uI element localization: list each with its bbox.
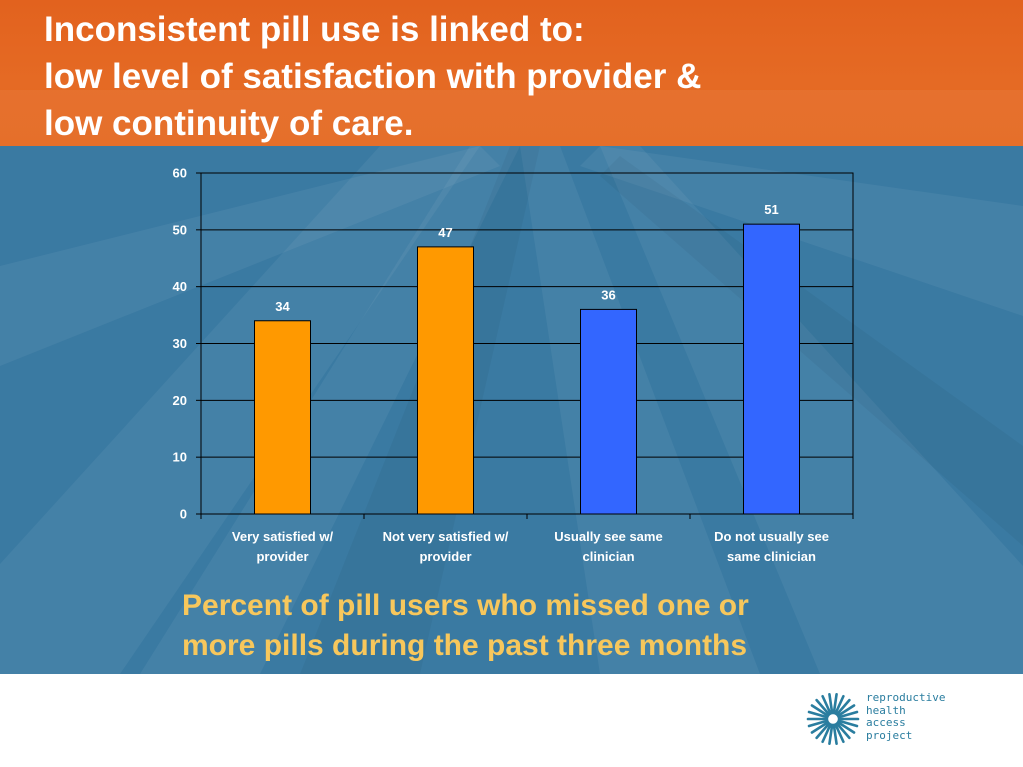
x-tick-label: Do not usually see [714, 529, 829, 544]
chart-caption-line: more pills during the past three months [182, 629, 748, 662]
footer-bar [0, 674, 1023, 767]
data-label: 36 [601, 287, 615, 302]
y-tick-label: 50 [173, 222, 187, 237]
data-label: 34 [275, 299, 290, 314]
title-banner-stripe [0, 90, 1023, 146]
y-tick-label: 20 [173, 393, 187, 408]
y-tick-label: 30 [173, 336, 187, 351]
data-label: 51 [764, 202, 778, 217]
slide-title-line: low continuity of care. [44, 104, 414, 143]
chart-caption: Percent of pill users who missed one or … [182, 586, 749, 666]
chart-caption-line: Percent of pill users who missed one or [182, 589, 749, 622]
bar [580, 308, 637, 515]
slide-title-line: low level of satisfaction with provider … [44, 57, 702, 96]
logo-text-line: access [866, 716, 906, 729]
x-tick-label: clinician [582, 549, 634, 564]
slide-title: Inconsistent pill use is linked to: low … [44, 6, 701, 146]
x-tick-label: Not very satisfied w/ [383, 529, 509, 544]
organization-logo-text: reproductive health access project [866, 691, 946, 742]
x-tick-label: Usually see same [554, 529, 662, 544]
y-tick-label: 60 [173, 166, 187, 181]
bar [417, 246, 474, 515]
x-tick-label: provider [419, 549, 471, 564]
title-banner: Inconsistent pill use is linked to: low … [0, 0, 1023, 146]
logo-text-line: project [866, 728, 913, 742]
slide-title-line: Inconsistent pill use is linked to: [44, 10, 585, 49]
y-tick-label: 40 [173, 279, 187, 294]
x-tick-label: Very satisfied w/ [232, 529, 334, 544]
y-tick-label: 10 [173, 450, 187, 465]
y-tick-label: 0 [180, 507, 187, 522]
x-tick-label: same clinician [727, 549, 816, 564]
sunburst-logo-icon [806, 692, 860, 746]
logo-text-line: health [866, 703, 906, 717]
logo-text-line: reproductive [866, 691, 946, 704]
bar [743, 223, 800, 515]
data-label: 47 [438, 225, 452, 240]
bar-chart: 0 10 20 30 40 50 60 34 Very satisfied w/provider… [173, 166, 854, 564]
x-tick-label: provider [256, 549, 308, 564]
bar [254, 320, 311, 515]
